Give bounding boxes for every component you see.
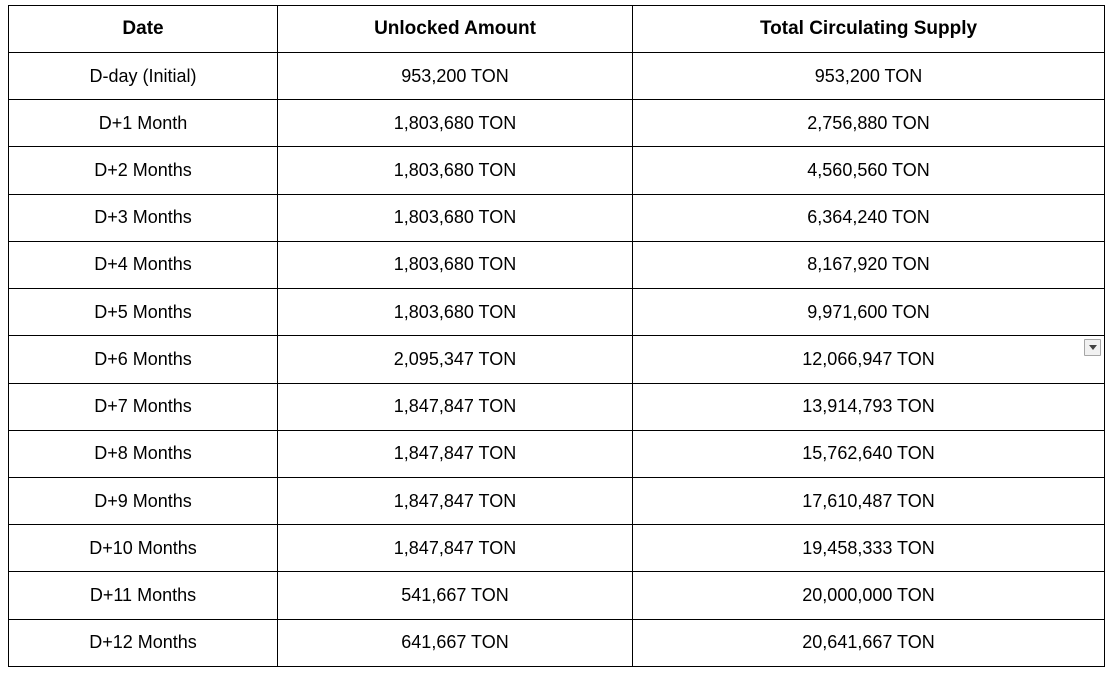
table-body: D-day (Initial) 953,200 TON 953,200 TON D+1… (8, 51, 1105, 668)
total-circulating-supply-cell: 15,762,640 TON (632, 429, 1105, 478)
date-cell: D-day (Initial) (8, 51, 278, 101)
table-row: D+9 Months 1,847,847 TON 17,610,487 TON (8, 476, 1105, 526)
date-cell: D+12 Months (8, 618, 278, 668)
table-row: D+8 Months 1,847,847 TON 15,762,640 TON (8, 429, 1105, 478)
total-circulating-supply-cell: 9,971,600 TON (632, 288, 1105, 337)
table-row: D+10 Months 1,847,847 TON 19,458,333 TON (8, 524, 1105, 573)
table-row: D+5 Months 1,803,680 TON 9,971,600 TON (8, 288, 1105, 337)
date-cell: D+9 Months (8, 476, 278, 526)
date-cell: D+2 Months (8, 146, 278, 195)
table-row: D+1 Month 1,803,680 TON 2,756,880 TON (8, 99, 1105, 148)
table-row: D+7 Months 1,847,847 TON 13,914,793 TON (8, 382, 1105, 431)
date-cell: D+8 Months (8, 429, 278, 478)
total-circulating-supply-cell: 20,000,000 TON (632, 571, 1105, 620)
unlocked-amount-cell: 2,095,347 TON (277, 335, 633, 384)
total-circulating-supply-cell: 4,560,560 TON (632, 146, 1105, 195)
total-circulating-supply-cell: 2,756,880 TON (632, 99, 1105, 148)
date-cell: D+4 Months (8, 240, 278, 290)
unlocked-amount-cell: 641,667 TON (277, 618, 633, 668)
column-header-unlocked-amount: Unlocked Amount (277, 5, 633, 53)
total-circulating-supply-cell: 8,167,920 TON (632, 240, 1105, 290)
date-cell: D+1 Month (8, 99, 278, 148)
unlocked-amount-cell: 541,667 TON (277, 571, 633, 620)
total-circulating-supply-cell: 17,610,487 TON (632, 476, 1105, 526)
total-circulating-supply-cell: 12,066,947 TON (632, 335, 1105, 384)
table-header-row: Date Unlocked Amount Total Circulating S… (8, 5, 1105, 53)
unlocked-amount-cell: 1,847,847 TON (277, 429, 633, 478)
unlocked-amount-cell: 1,847,847 TON (277, 524, 633, 573)
chevron-down-icon (1088, 345, 1097, 350)
unlocked-amount-cell: 1,847,847 TON (277, 476, 633, 526)
table-row: D+6 Months 2,095,347 TON 12,066,947 TON (8, 335, 1105, 384)
table-dropdown-button[interactable] (1084, 339, 1101, 356)
unlocked-amount-cell: 1,803,680 TON (277, 288, 633, 337)
unlocked-amount-cell: 1,847,847 TON (277, 382, 633, 431)
table-row: D-day (Initial) 953,200 TON 953,200 TON (8, 51, 1105, 101)
date-cell: D+11 Months (8, 571, 278, 620)
total-circulating-supply-cell: 19,458,333 TON (632, 524, 1105, 573)
date-cell: D+3 Months (8, 193, 278, 242)
table-row: D+3 Months 1,803,680 TON 6,364,240 TON (8, 193, 1105, 242)
date-cell: D+10 Months (8, 524, 278, 573)
column-header-date: Date (8, 5, 278, 53)
unlocked-amount-cell: 1,803,680 TON (277, 99, 633, 148)
unlock-schedule-table: Date Unlocked Amount Total Circulating S… (8, 5, 1105, 668)
date-cell: D+7 Months (8, 382, 278, 431)
date-cell: D+5 Months (8, 288, 278, 337)
table-row: D+2 Months 1,803,680 TON 4,560,560 TON (8, 146, 1105, 195)
date-cell: D+6 Months (8, 335, 278, 384)
total-circulating-supply-cell: 6,364,240 TON (632, 193, 1105, 242)
table-row: D+4 Months 1,803,680 TON 8,167,920 TON (8, 240, 1105, 290)
unlocked-amount-cell: 1,803,680 TON (277, 146, 633, 195)
unlocked-amount-cell: 1,803,680 TON (277, 193, 633, 242)
total-circulating-supply-cell: 953,200 TON (632, 51, 1105, 101)
table-row: D+12 Months 641,667 TON 20,641,667 TON (8, 618, 1105, 668)
unlocked-amount-cell: 953,200 TON (277, 51, 633, 101)
total-circulating-supply-cell: 13,914,793 TON (632, 382, 1105, 431)
unlocked-amount-cell: 1,803,680 TON (277, 240, 633, 290)
table-row: D+11 Months 541,667 TON 20,000,000 TON (8, 571, 1105, 620)
column-header-total-circulating-supply: Total Circulating Supply (632, 5, 1105, 53)
total-circulating-supply-cell: 20,641,667 TON (632, 618, 1105, 668)
